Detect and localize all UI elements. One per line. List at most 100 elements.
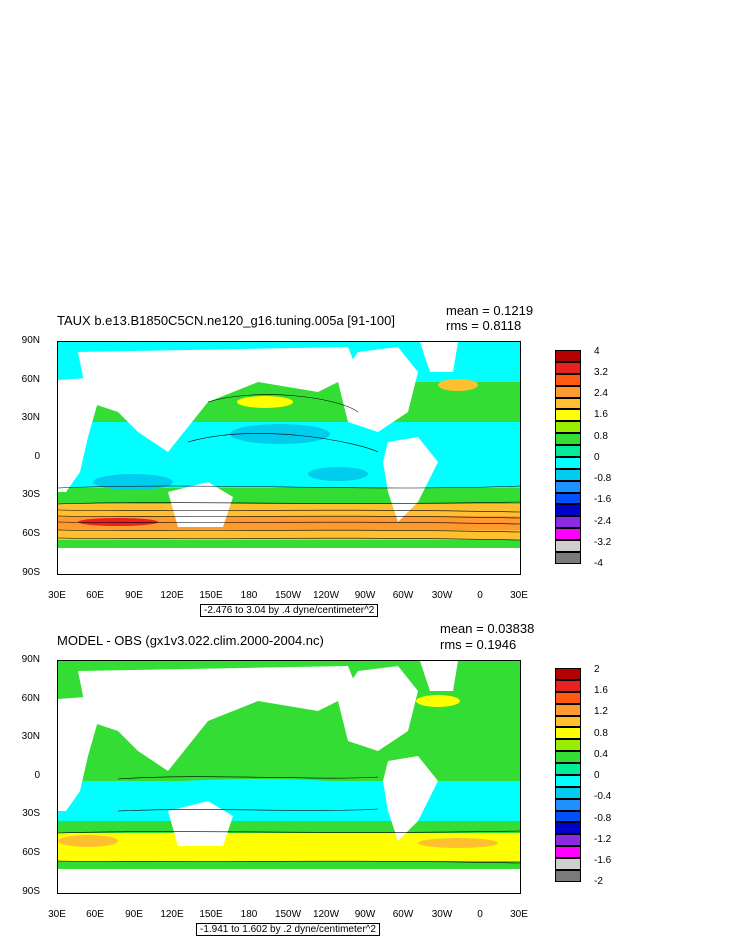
bottom-lat-label: 90S: [22, 886, 40, 897]
bottom-lat-label: 30S: [22, 808, 40, 819]
colorbar-swatch: [555, 679, 581, 692]
top-band-south-high: [58, 540, 520, 548]
top-land-eurasia: [78, 347, 358, 452]
top-map-frame: [57, 341, 521, 575]
colorbar-swatch: [555, 691, 581, 704]
colorbar-swatch: [555, 715, 581, 728]
top-colorbar-label: 1.6: [594, 409, 608, 420]
colorbar-swatch: [555, 798, 581, 811]
bottom-lon-label: 60E: [86, 909, 104, 920]
colorbar-swatch: [555, 468, 581, 481]
top-land-samerica: [383, 437, 438, 522]
colorbar-swatch: [555, 540, 581, 552]
top-lat-label: 30N: [21, 412, 40, 423]
bottom-blob-soc-orange: [58, 835, 118, 847]
top-map: [58, 342, 520, 574]
colorbar-swatch: [555, 373, 581, 386]
bottom-map: [58, 661, 520, 893]
top-band-south-mid3: [58, 530, 520, 540]
top-lon-label: 60W: [392, 590, 414, 601]
bottom-map-frame: [57, 660, 521, 894]
bottom-range-box: -1.941 to 1.602 by .2 dyne/centimeter^2: [196, 923, 380, 936]
bottom-lon-label: 60W: [392, 909, 414, 920]
top-panel-title: TAUX b.e13.B1850C5CN.ne120_g16.tuning.00…: [57, 313, 396, 328]
colorbar-swatch: [555, 456, 581, 469]
top-colorbar-label: -3.2: [594, 537, 612, 548]
colorbar-swatch: [555, 433, 581, 445]
bottom-lon-label: 0: [477, 909, 483, 920]
bottom-blob-natl: [416, 695, 460, 707]
top-land-namerica: [338, 347, 418, 432]
colorbar-swatch: [555, 350, 581, 362]
bottom-colorbar-label: 0.8: [594, 728, 608, 739]
top-lat-label: 90N: [21, 335, 40, 346]
top-range-box: -2.476 to 3.04 by .4 dyne/centimeter^2: [200, 604, 379, 617]
colorbar-swatch: [555, 774, 581, 787]
top-band-south-mid2: [58, 516, 520, 530]
colorbar-swatch: [555, 551, 581, 564]
bottom-lon-label: 30E: [48, 909, 66, 920]
bottom-lon-label: 120E: [160, 909, 184, 920]
bottom-blob-soc-orange2: [418, 838, 498, 848]
colorbar-swatch: [555, 858, 581, 870]
bottom-panel-rms: rms = 0.1946: [440, 637, 517, 652]
top-land-antarctica: [58, 550, 520, 574]
bottom-lon-label: 90W: [354, 909, 376, 920]
colorbar-swatch: [555, 822, 581, 835]
bottom-lat-label: 0: [34, 770, 40, 781]
top-lon-label: 150E: [199, 590, 223, 601]
top-colorbar-label: -2.4: [594, 516, 612, 527]
bottom-lon-label: 30E: [510, 909, 528, 920]
bottom-colorbar-label: 1.2: [594, 706, 608, 717]
bottom-lon-label: 90E: [125, 909, 143, 920]
top-lat-label: 0: [34, 451, 40, 462]
top-lon-label: 60E: [86, 590, 104, 601]
bottom-colorbar-label: -2: [594, 876, 603, 887]
bottom-colorbar-swatches: [555, 668, 581, 882]
colorbar-swatch: [555, 846, 581, 858]
colorbar-swatch: [555, 786, 581, 799]
top-panel-mean: mean = 0.1219: [446, 303, 534, 318]
colorbar-swatch: [555, 727, 581, 740]
bottom-lon-label: 30W: [431, 909, 453, 920]
top-blob-pacific-s: [308, 467, 368, 481]
top-blob-npac: [237, 396, 293, 408]
top-colorbar: [555, 350, 581, 564]
colorbar-swatch: [555, 361, 581, 374]
bottom-colorbar-label: -0.4: [594, 791, 612, 802]
colorbar-swatch: [555, 445, 581, 457]
bottom-colorbar-label: 1.6: [594, 685, 608, 696]
bottom-lat-label: 60N: [21, 693, 40, 704]
top-lon-label: 30E: [510, 590, 528, 601]
colorbar-swatch: [555, 668, 581, 680]
top-land-australia: [168, 482, 233, 527]
top-lon-label: 30W: [431, 590, 453, 601]
top-lat-label: 60N: [21, 374, 40, 385]
colorbar-swatch: [555, 397, 581, 410]
colorbar-swatch: [555, 528, 581, 540]
top-land-africa: [58, 378, 98, 492]
top-lon-label: 150W: [274, 590, 302, 601]
bottom-colorbar-label: -0.8: [594, 813, 612, 824]
top-colorbar-label: 3.2: [594, 367, 608, 378]
bottom-band-south-yellow1: [58, 833, 520, 847]
top-lat-label: 30S: [22, 489, 40, 500]
top-colorbar-label: -0.8: [594, 473, 612, 484]
bottom-lon-label: 120W: [312, 909, 340, 920]
colorbar-swatch: [555, 421, 581, 434]
bottom-band-south-high: [58, 861, 520, 869]
bottom-colorbar-label: -1.2: [594, 834, 612, 845]
colorbar-swatch: [555, 492, 581, 505]
colorbar-swatch: [555, 409, 581, 422]
bottom-lon-label: 180: [240, 909, 258, 920]
bottom-lat-label: 90N: [21, 654, 40, 665]
bottom-lat-label: 30N: [21, 731, 40, 742]
bottom-colorbar-label: -1.6: [594, 855, 612, 866]
bottom-band-south-yellow2: [58, 847, 520, 861]
top-blob-soc: [78, 518, 158, 526]
top-colorbar-label: 0.8: [594, 431, 608, 442]
top-lat-label: 60S: [22, 528, 40, 539]
top-colorbar-label: 0: [594, 452, 600, 463]
top-lon-label: 120E: [160, 590, 184, 601]
